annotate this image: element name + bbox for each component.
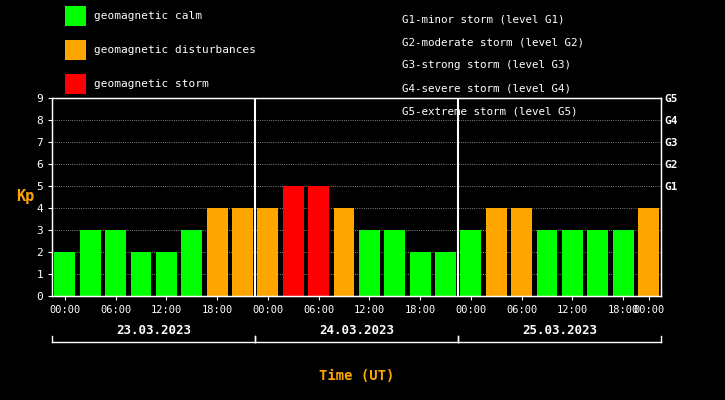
- Text: G3-strong storm (level G3): G3-strong storm (level G3): [402, 60, 571, 70]
- Bar: [80, 230, 101, 296]
- Text: Time (UT): Time (UT): [319, 369, 394, 383]
- Text: G5-extreme storm (level G5): G5-extreme storm (level G5): [402, 107, 578, 117]
- Bar: [638, 208, 659, 296]
- Text: G2-moderate storm (level G2): G2-moderate storm (level G2): [402, 37, 584, 47]
- Text: geomagnetic disturbances: geomagnetic disturbances: [94, 45, 256, 55]
- Bar: [562, 230, 583, 296]
- Bar: [232, 208, 253, 296]
- Bar: [130, 252, 152, 296]
- Y-axis label: Kp: Kp: [16, 190, 34, 204]
- Bar: [460, 230, 481, 296]
- Bar: [435, 252, 456, 296]
- Bar: [511, 208, 532, 296]
- Bar: [587, 230, 608, 296]
- Text: 25.03.2023: 25.03.2023: [522, 324, 597, 336]
- Text: geomagnetic calm: geomagnetic calm: [94, 11, 202, 21]
- Bar: [257, 208, 278, 296]
- Bar: [156, 252, 177, 296]
- Bar: [486, 208, 507, 296]
- Bar: [105, 230, 126, 296]
- Bar: [384, 230, 405, 296]
- Text: G4-severe storm (level G4): G4-severe storm (level G4): [402, 84, 571, 94]
- Bar: [613, 230, 634, 296]
- Bar: [283, 186, 304, 296]
- Bar: [308, 186, 329, 296]
- Text: 23.03.2023: 23.03.2023: [116, 324, 191, 336]
- Text: G1-minor storm (level G1): G1-minor storm (level G1): [402, 14, 565, 24]
- Text: 24.03.2023: 24.03.2023: [319, 324, 394, 336]
- Bar: [334, 208, 355, 296]
- Bar: [207, 208, 228, 296]
- Text: geomagnetic storm: geomagnetic storm: [94, 79, 209, 89]
- Bar: [54, 252, 75, 296]
- Bar: [181, 230, 202, 296]
- Bar: [359, 230, 380, 296]
- Bar: [536, 230, 558, 296]
- Bar: [410, 252, 431, 296]
